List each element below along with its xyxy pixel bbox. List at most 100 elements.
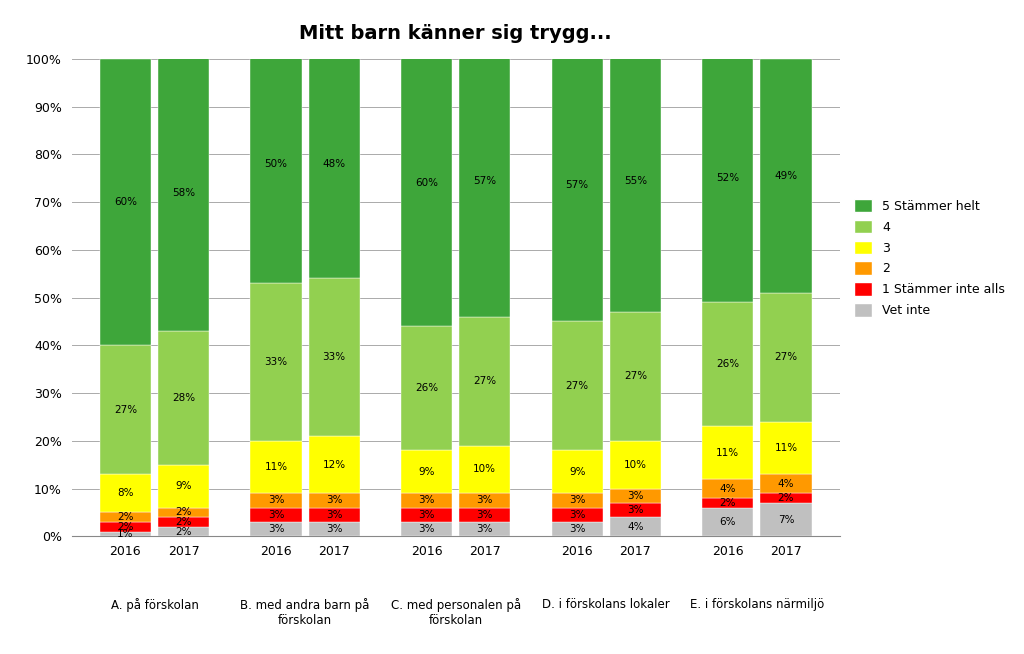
- Text: C. med personalen på
förskolan: C. med personalen på förskolan: [390, 598, 521, 627]
- Title: Mitt barn känner sig trygg...: Mitt barn känner sig trygg...: [299, 24, 612, 43]
- Bar: [609, 503, 662, 517]
- Bar: [250, 441, 302, 493]
- Bar: [609, 312, 662, 441]
- Text: 3%: 3%: [419, 496, 435, 506]
- Bar: [158, 331, 209, 464]
- Text: 3%: 3%: [419, 510, 435, 520]
- Text: 27%: 27%: [565, 381, 589, 391]
- Text: D. i förskolans lokaler: D. i förskolans lokaler: [543, 598, 670, 611]
- Text: 9%: 9%: [569, 467, 586, 477]
- Text: 2%: 2%: [175, 517, 191, 527]
- Text: A. på förskolan: A. på förskolan: [111, 598, 199, 612]
- Text: E. i förskolans närmiljö: E. i förskolans närmiljö: [690, 598, 824, 611]
- Bar: [401, 522, 453, 536]
- Text: 49%: 49%: [774, 171, 798, 181]
- Bar: [760, 422, 812, 474]
- Text: 3%: 3%: [326, 510, 342, 520]
- Bar: [702, 54, 754, 302]
- Text: 60%: 60%: [114, 197, 137, 207]
- Bar: [609, 49, 662, 312]
- Text: 3%: 3%: [476, 496, 493, 506]
- Text: 11%: 11%: [716, 448, 739, 458]
- Text: 28%: 28%: [172, 393, 196, 403]
- Bar: [760, 59, 812, 293]
- Bar: [250, 493, 302, 508]
- Bar: [401, 40, 453, 326]
- Text: 8%: 8%: [117, 489, 134, 498]
- Text: 10%: 10%: [624, 460, 647, 470]
- Text: 3%: 3%: [419, 524, 435, 534]
- Text: 58%: 58%: [172, 188, 196, 198]
- Bar: [702, 302, 754, 426]
- Bar: [99, 345, 152, 474]
- Bar: [250, 283, 302, 441]
- Bar: [459, 493, 510, 508]
- Text: 2%: 2%: [175, 526, 191, 536]
- Text: 60%: 60%: [415, 178, 438, 188]
- Text: 3%: 3%: [326, 524, 342, 534]
- Bar: [401, 493, 453, 508]
- Text: 2%: 2%: [720, 498, 736, 508]
- Bar: [158, 464, 209, 508]
- Bar: [702, 508, 754, 536]
- Bar: [702, 479, 754, 498]
- Bar: [99, 59, 152, 345]
- Text: 50%: 50%: [264, 159, 288, 169]
- Text: 10%: 10%: [473, 464, 497, 474]
- Text: 6%: 6%: [720, 517, 736, 527]
- Text: 3%: 3%: [267, 496, 285, 506]
- Text: 57%: 57%: [473, 176, 497, 186]
- Bar: [552, 508, 603, 522]
- Text: 2%: 2%: [117, 512, 134, 522]
- Text: 3%: 3%: [627, 505, 644, 515]
- Bar: [459, 445, 510, 493]
- Text: 2%: 2%: [777, 493, 795, 503]
- Text: 12%: 12%: [323, 460, 346, 470]
- Legend: 5 Stämmer helt, 4, 3, 2, 1 Stämmer inte alls, Vet inte: 5 Stämmer helt, 4, 3, 2, 1 Stämmer inte …: [854, 199, 1006, 317]
- Bar: [760, 293, 812, 422]
- Text: 11%: 11%: [264, 462, 288, 472]
- Text: 9%: 9%: [175, 481, 191, 491]
- Text: 26%: 26%: [415, 383, 438, 393]
- Bar: [609, 489, 662, 503]
- Text: 27%: 27%: [774, 353, 798, 362]
- Bar: [99, 522, 152, 532]
- Bar: [552, 322, 603, 451]
- Text: 27%: 27%: [473, 376, 497, 386]
- Bar: [552, 451, 603, 493]
- Text: 11%: 11%: [774, 443, 798, 453]
- Bar: [459, 508, 510, 522]
- Text: 4%: 4%: [777, 479, 795, 489]
- Bar: [702, 498, 754, 508]
- Bar: [308, 279, 359, 436]
- Bar: [702, 426, 754, 479]
- Bar: [158, 526, 209, 536]
- Bar: [459, 522, 510, 536]
- Text: 48%: 48%: [323, 159, 346, 169]
- Text: 3%: 3%: [569, 496, 586, 506]
- Text: 33%: 33%: [264, 357, 288, 367]
- Text: 3%: 3%: [569, 524, 586, 534]
- Text: 26%: 26%: [716, 360, 739, 370]
- Bar: [552, 49, 603, 322]
- Bar: [250, 522, 302, 536]
- Text: 7%: 7%: [777, 515, 795, 525]
- Bar: [99, 532, 152, 536]
- Text: 3%: 3%: [476, 524, 493, 534]
- Bar: [459, 44, 510, 317]
- Bar: [401, 326, 453, 451]
- Text: 4%: 4%: [627, 522, 644, 532]
- Bar: [401, 508, 453, 522]
- Bar: [158, 54, 209, 331]
- Text: 2%: 2%: [117, 522, 134, 532]
- Bar: [760, 503, 812, 536]
- Bar: [552, 522, 603, 536]
- Bar: [609, 517, 662, 536]
- Bar: [308, 493, 359, 508]
- Bar: [158, 508, 209, 517]
- Text: 4%: 4%: [720, 483, 736, 494]
- Text: 55%: 55%: [624, 176, 647, 186]
- Text: 3%: 3%: [569, 510, 586, 520]
- Text: B. med andra barn på
förskolan: B. med andra barn på förskolan: [241, 598, 370, 627]
- Text: 27%: 27%: [624, 371, 647, 381]
